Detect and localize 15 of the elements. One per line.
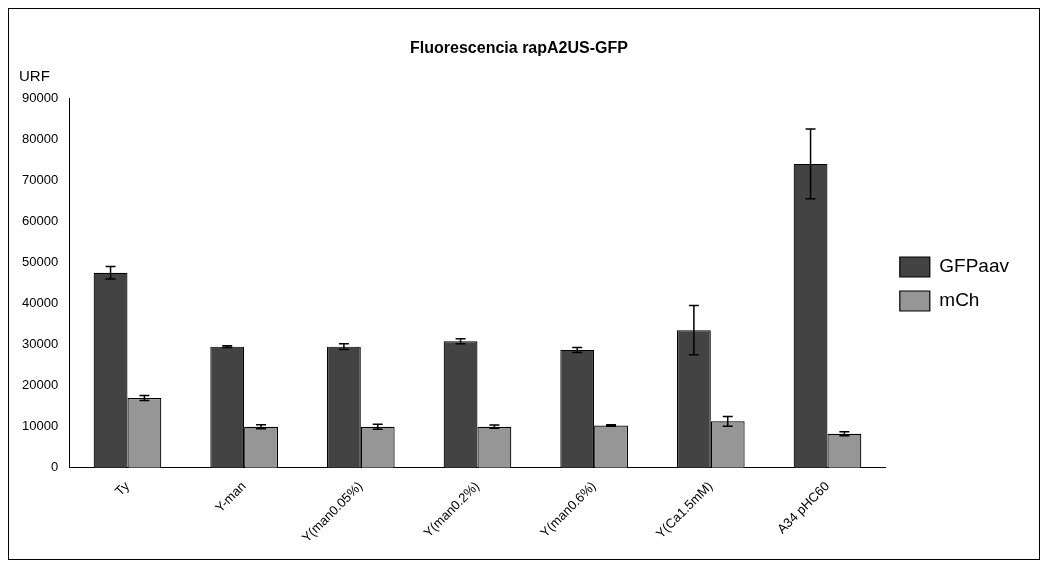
y-tick-label: 30000 [21, 336, 59, 352]
y-tick-label: 80000 [21, 130, 59, 146]
y-tick-label: 0 [50, 459, 59, 475]
legend-label: mCh [939, 289, 980, 311]
y-tick-label: 60000 [21, 212, 59, 228]
y-tick-label: 20000 [21, 377, 59, 393]
y-tick-label: 70000 [21, 171, 59, 187]
y-tick-label: 90000 [21, 89, 59, 105]
y-tick-label: 50000 [21, 254, 59, 270]
y-tick-label: 10000 [21, 418, 59, 434]
x-tick-label: Ty [111, 477, 133, 499]
y-axis-title: URF [19, 66, 50, 84]
legend-label: GFPaav [939, 255, 1010, 277]
y-tick-label: 40000 [21, 295, 59, 311]
chart-title: Fluorescencia rapA2US-GFP [410, 39, 629, 57]
